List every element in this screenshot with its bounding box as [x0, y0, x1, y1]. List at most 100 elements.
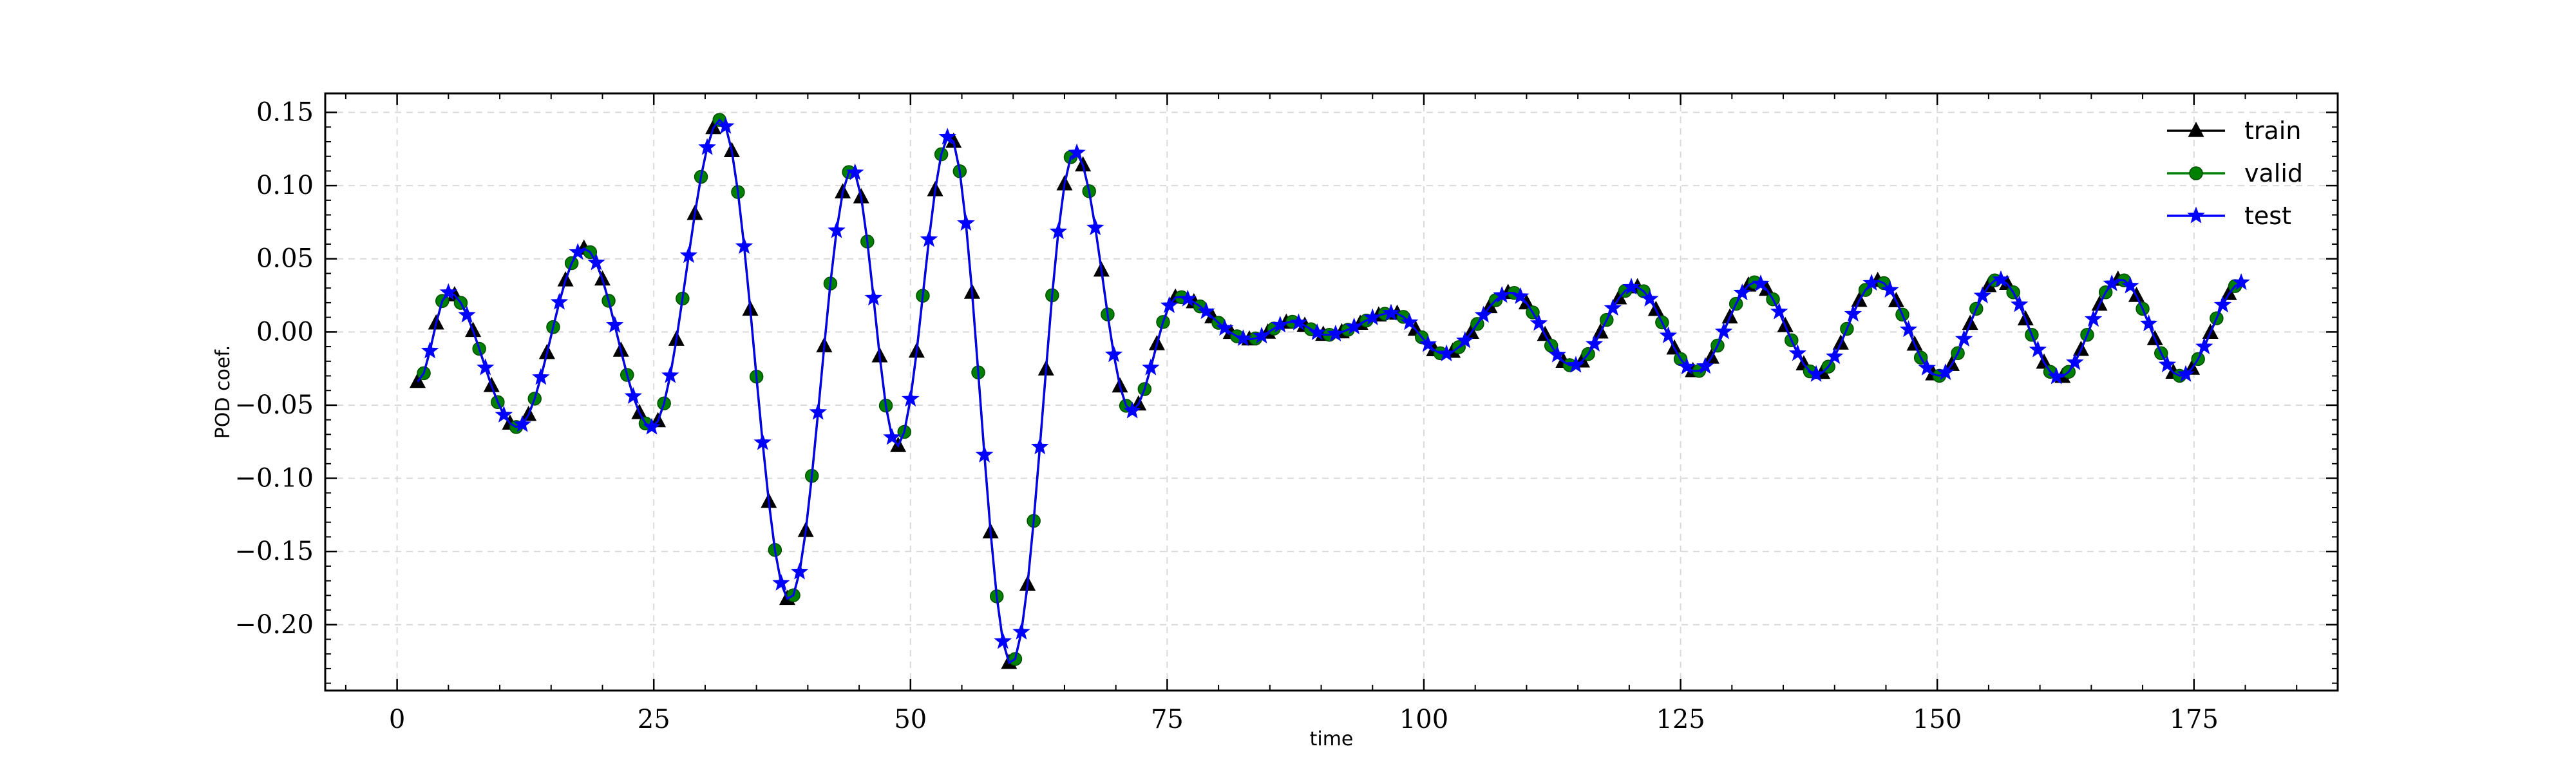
test-marker: [624, 386, 643, 404]
test-marker: [1844, 305, 1862, 322]
x-tick-label: 25: [638, 705, 670, 734]
test-marker: [679, 246, 698, 263]
test-marker: [1899, 320, 1918, 338]
test-marker: [1327, 324, 1345, 341]
legend: train valid test: [2167, 117, 2303, 230]
test-marker: [1142, 358, 1160, 376]
test-marker: [1641, 289, 1659, 307]
x-tick-label: 100: [1399, 705, 1448, 734]
test-marker: [1456, 331, 1474, 348]
test-marker: [1881, 280, 1899, 298]
test-marker: [1696, 357, 1714, 374]
test-marker: [2029, 340, 2047, 358]
y-tick-label: −0.15: [234, 537, 314, 566]
test-marker: [2213, 295, 2232, 313]
test-marker: [1511, 287, 1530, 304]
test-marker: [938, 128, 956, 145]
test-marker: [717, 117, 735, 134]
test-marker: [421, 341, 439, 359]
test-marker: [1197, 302, 1215, 320]
legend-marker-valid: [2189, 166, 2203, 180]
test-marker: [1308, 323, 1326, 341]
test-marker: [772, 573, 790, 591]
test-marker: [458, 305, 476, 323]
test-marker: [2121, 276, 2139, 294]
test-marker: [902, 389, 920, 407]
grid: [325, 93, 2338, 691]
test-marker: [809, 403, 828, 420]
test-marker: [1253, 327, 1271, 344]
test-marker: [569, 243, 587, 260]
test-marker: [1289, 313, 1308, 330]
test-marker: [753, 433, 772, 450]
test-marker: [1215, 318, 1234, 336]
legend-label-test: test: [2244, 202, 2291, 230]
test-marker: [883, 428, 901, 445]
test-marker: [661, 366, 679, 383]
x-tick-label: 150: [1913, 705, 1962, 734]
y-tick-label: 0.15: [256, 98, 314, 128]
test-marker: [1160, 296, 1179, 313]
y-tick-label: −0.10: [234, 464, 314, 493]
test-marker: [2103, 274, 2121, 292]
test-marker: [920, 230, 938, 247]
test-line: [417, 118, 2242, 665]
series-layer: [409, 113, 2250, 669]
test-marker: [1530, 314, 1548, 331]
test-marker: [994, 632, 1012, 649]
test-marker: [513, 415, 531, 432]
test-marker: [1104, 345, 1123, 363]
test-marker: [587, 253, 605, 271]
test-marker: [1862, 274, 1880, 291]
axis-ticks: 0 25 50 75 100 125 150 175 −0.20 −0.15 −0.10 −0.05 0…: [234, 93, 2338, 734]
test-marker: [1955, 329, 1973, 347]
test-marker: [846, 163, 864, 180]
x-tick-label: 175: [2170, 705, 2219, 734]
test-marker: [1733, 283, 1751, 301]
test-marker: [790, 562, 809, 580]
test-marker: [1049, 222, 1068, 240]
test-marker: [864, 289, 883, 306]
y-tick-label: −0.20: [234, 610, 314, 640]
test-marker: [1345, 317, 1363, 334]
test-marker: [1807, 365, 1825, 382]
test-marker: [1271, 316, 1289, 333]
test-marker: [1086, 218, 1104, 236]
test-marker: [1548, 345, 1566, 363]
y-tick-label: 0.10: [256, 171, 314, 200]
legend-marker-train: [2188, 121, 2204, 137]
test-marker: [1973, 286, 1992, 303]
test-marker: [1714, 322, 1733, 339]
legend-marker-test: [2187, 206, 2205, 224]
test-marker: [1068, 143, 1086, 160]
test-marker: [1400, 313, 1419, 330]
test-marker: [1567, 356, 1585, 373]
test-marker: [735, 236, 753, 254]
test-marker: [477, 358, 495, 376]
test-marker: [1788, 344, 1807, 361]
legend-label-train: train: [2244, 117, 2301, 145]
test-marker: [1770, 302, 1788, 320]
test-marker: [1622, 278, 1640, 295]
test-marker: [2066, 353, 2084, 370]
test-marker: [698, 138, 716, 155]
x-tick-label: 75: [1151, 705, 1184, 734]
test-marker: [1992, 270, 2010, 287]
y-tick-label: −0.05: [234, 390, 314, 420]
y-axis-label: POD coef.: [212, 345, 234, 439]
test-marker: [495, 405, 513, 423]
test-marker: [1437, 344, 1455, 361]
test-marker: [439, 283, 458, 300]
test-marker: [2158, 355, 2177, 372]
test-marker: [1382, 303, 1400, 321]
test-marker: [1012, 622, 1030, 640]
test-marker: [2047, 367, 2065, 385]
test-marker: [2084, 310, 2103, 327]
test-marker: [2139, 314, 2158, 332]
test-marker: [2177, 365, 2195, 382]
test-marker: [1123, 401, 1141, 419]
test-marker: [643, 417, 661, 435]
test-marker: [1493, 285, 1511, 303]
x-tick-label: 50: [894, 705, 927, 734]
